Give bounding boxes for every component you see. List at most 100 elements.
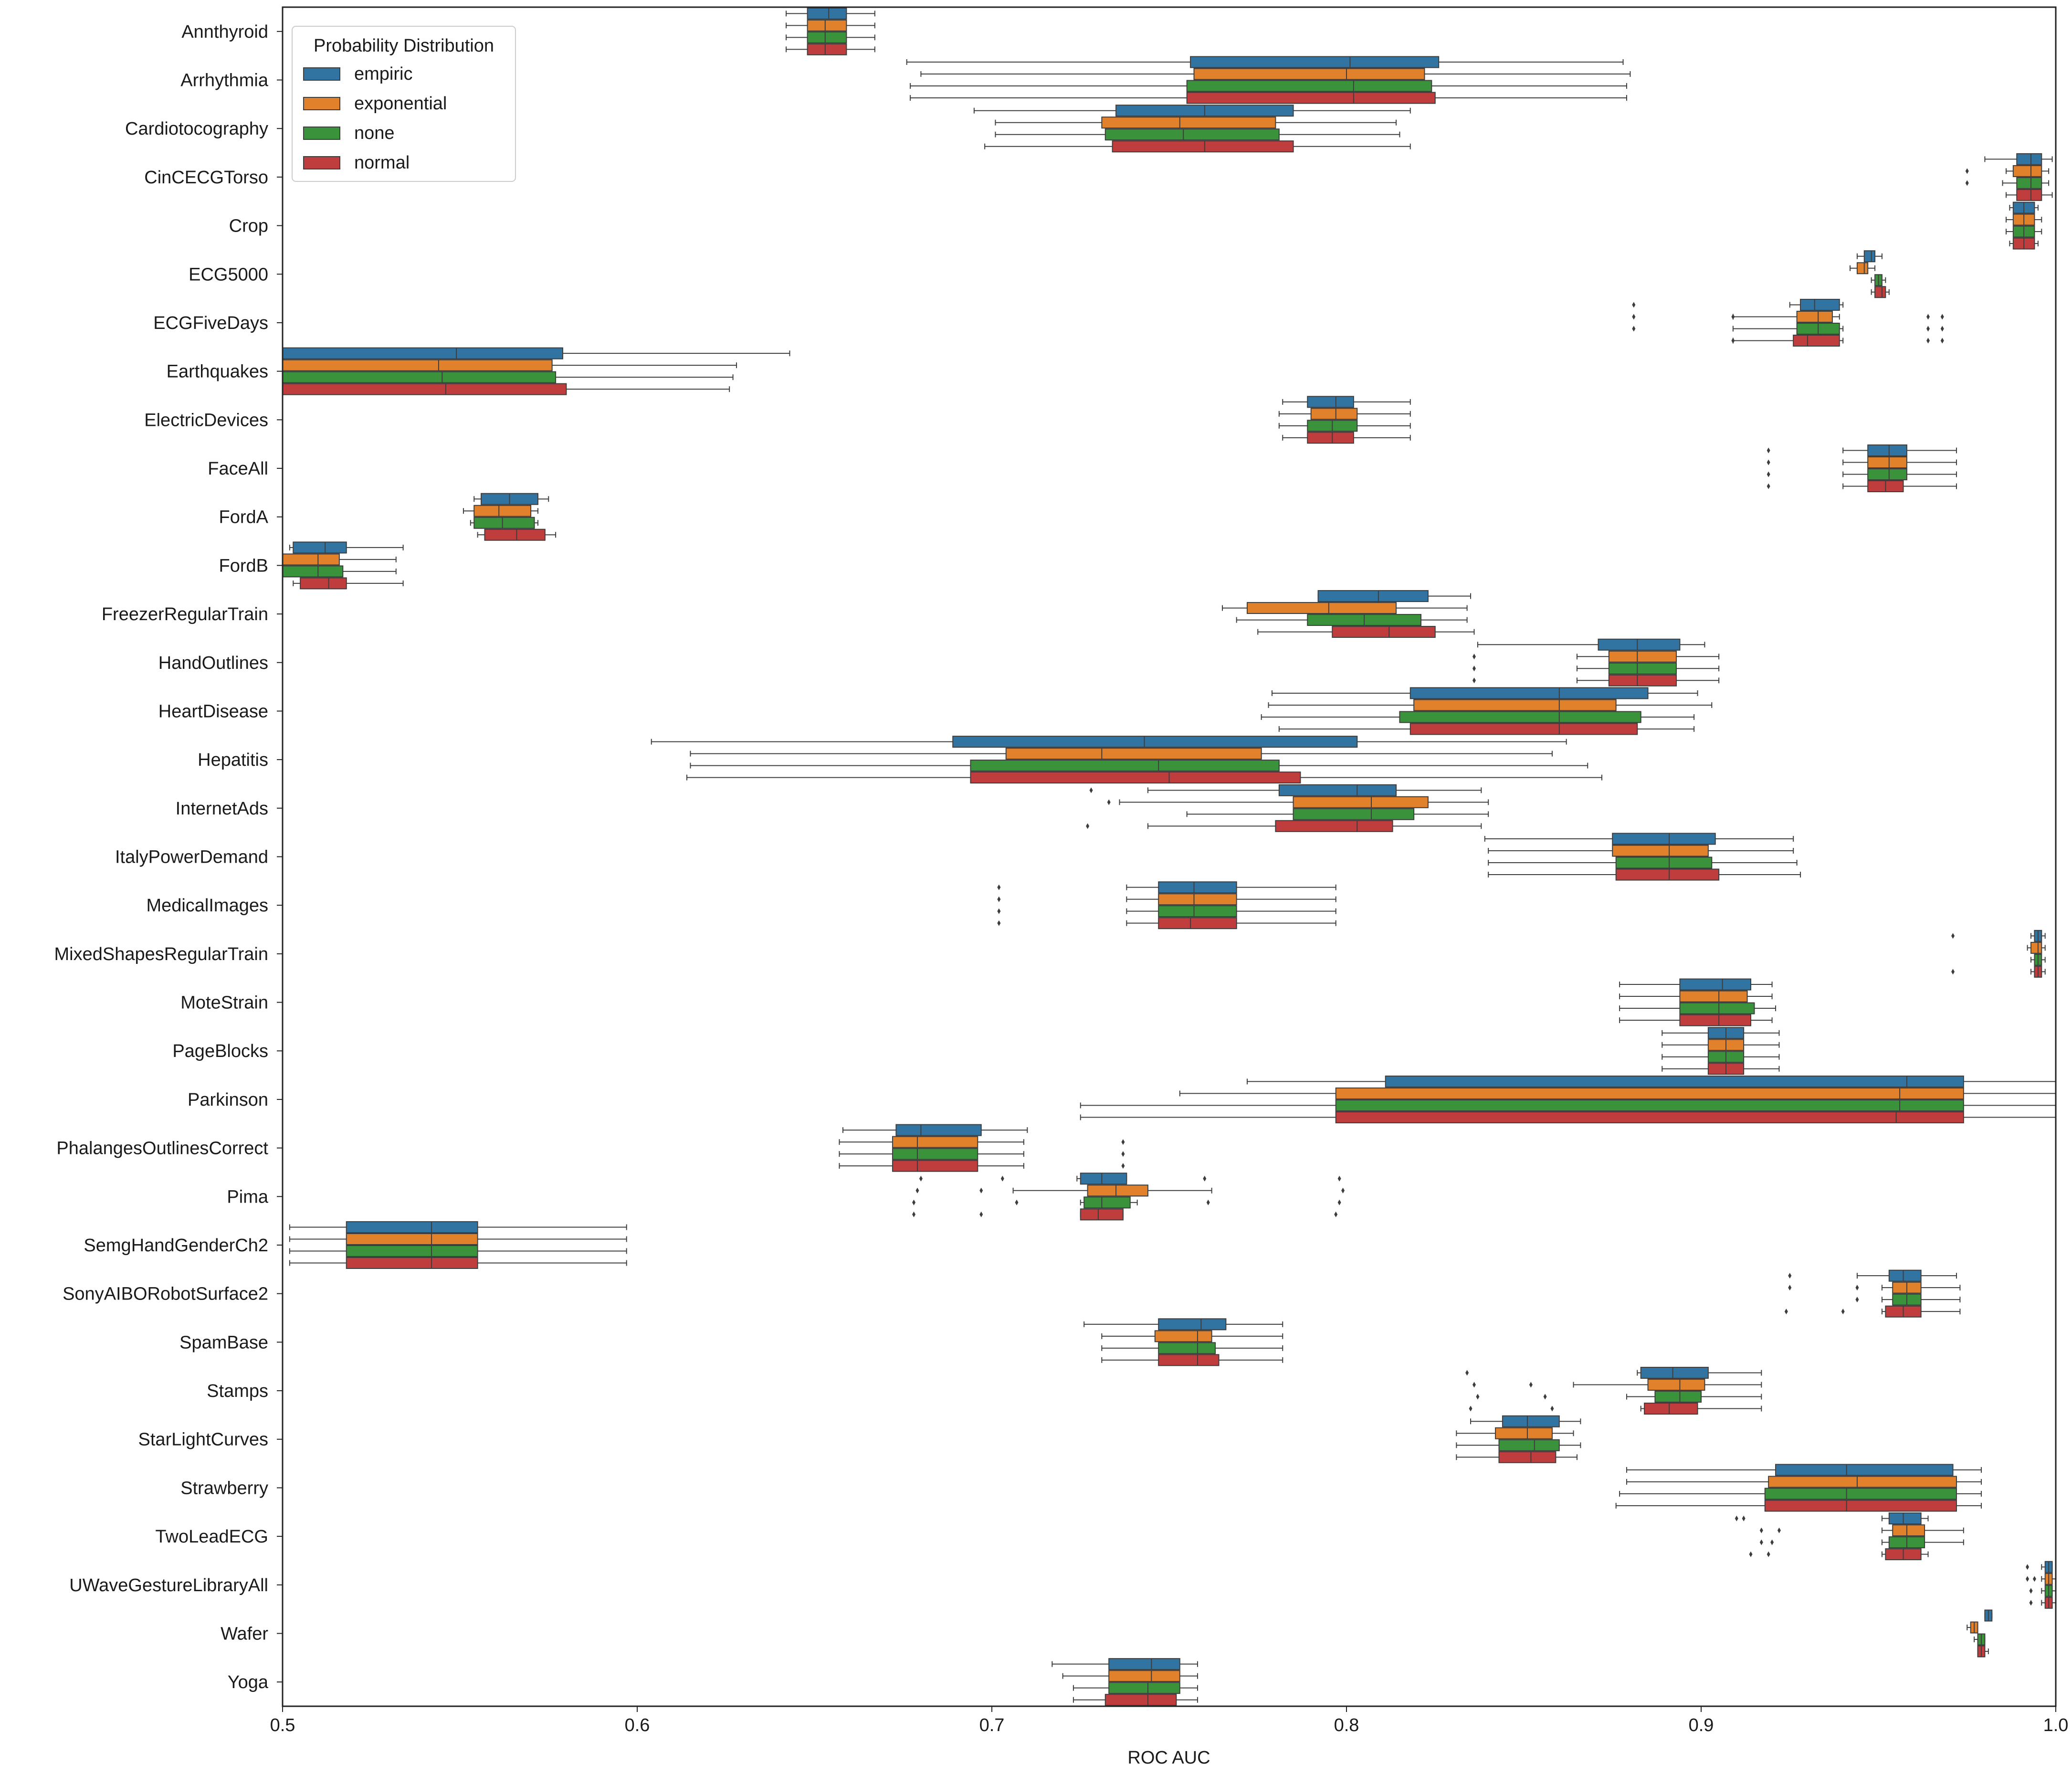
box-6-0	[1632, 298, 1844, 311]
outlier-1	[979, 1211, 983, 1217]
y-tick-label-3: CinCECGTorso	[144, 168, 268, 188]
box-15-0	[651, 736, 1567, 748]
box-21-0	[1662, 1027, 1780, 1039]
box-body	[1888, 1512, 1922, 1525]
box-20-3	[1619, 1014, 1773, 1026]
box-body	[1498, 1451, 1557, 1463]
box-body	[1608, 674, 1677, 687]
outlier-1	[1855, 1285, 1859, 1291]
box-9-1	[1767, 456, 1957, 469]
box-13-0	[1477, 638, 1705, 651]
box-18-1	[997, 893, 1336, 906]
outlier-0	[912, 1211, 916, 1217]
box-body	[1764, 1488, 1957, 1500]
box-body	[473, 517, 535, 529]
outlier-1	[1926, 326, 1930, 332]
outlier-3	[1940, 314, 1944, 320]
box-body	[1800, 298, 1840, 311]
box-body	[1615, 868, 1720, 881]
outlier-0	[1855, 1297, 1859, 1303]
y-tick-label-11: FordB	[219, 556, 268, 576]
box-body	[1246, 602, 1397, 614]
box-15-3	[686, 771, 1602, 784]
box-body	[346, 1257, 478, 1269]
outlier-0	[1965, 168, 1969, 174]
box-33-0	[1984, 1609, 1993, 1622]
box-body	[1502, 1415, 1560, 1427]
box-body	[1293, 808, 1415, 820]
y-tick-label-30: Strawberry	[180, 1478, 268, 1498]
box-body	[2012, 165, 2042, 177]
x-tick-label-5: 1.0	[2043, 1715, 2069, 1735]
box-body	[1293, 796, 1429, 808]
box-0-0	[786, 7, 875, 20]
box-8-1	[1278, 408, 1411, 420]
box-26-3	[1784, 1305, 1961, 1318]
outlier-0	[997, 896, 1001, 902]
box-30-0	[1626, 1464, 1982, 1476]
box-6-3	[1731, 334, 1944, 347]
y-tick-label-34: Yoga	[228, 1672, 269, 1692]
outlier-0	[1472, 1382, 1476, 1388]
box-body	[1104, 128, 1280, 141]
y-tick-label-25: SemgHandGenderCh2	[84, 1236, 268, 1256]
legend-title: Probability Distribution	[314, 36, 494, 56]
box-body	[1158, 881, 1237, 894]
box-29-0	[1470, 1415, 1581, 1427]
box-body	[1310, 408, 1358, 420]
box-22-2	[1080, 1099, 2056, 1111]
box-8-3	[1282, 432, 1411, 444]
box-2-1	[995, 116, 1397, 129]
box-15-2	[690, 760, 1588, 772]
outlier-0	[2026, 1564, 2030, 1570]
y-tick-label-26: SonyAIBORobotSurface2	[63, 1284, 268, 1304]
box-body	[293, 541, 347, 554]
box-body	[807, 31, 847, 43]
box-20-2	[1619, 1002, 1777, 1014]
box-17-0	[1484, 833, 1794, 845]
box-body	[484, 528, 546, 541]
outlier-0	[1731, 338, 1735, 344]
legend-frame	[292, 26, 516, 182]
legend-label-none: none	[354, 123, 395, 143]
outlier-0	[1749, 1551, 1753, 1557]
box-body	[1190, 56, 1440, 68]
box-30-3	[1615, 1500, 1982, 1512]
box-20-0	[1619, 978, 1773, 991]
box-body	[1158, 893, 1237, 906]
box-body	[1768, 1476, 1957, 1488]
box-1-0	[906, 56, 1624, 68]
outlier-2	[1334, 1211, 1338, 1217]
outlier-1	[1777, 1527, 1781, 1533]
box-33-3	[1977, 1645, 1989, 1658]
y-tick-label-32: UWaveGestureLibraryAll	[69, 1575, 268, 1595]
box-19-1	[2027, 941, 2046, 954]
box-2-0	[973, 105, 1411, 117]
outlier-1	[1926, 338, 1930, 344]
outlier-0	[1121, 1163, 1125, 1169]
box-body	[1654, 1391, 1702, 1403]
box-body	[1608, 662, 1677, 675]
x-tick-label-2: 0.7	[979, 1715, 1005, 1735]
box-13-3	[1472, 674, 1720, 687]
box-body	[1158, 905, 1237, 918]
box-9-2	[1767, 468, 1957, 481]
box-8-2	[1278, 420, 1411, 432]
box-body	[1335, 1111, 1964, 1123]
box-20-1	[1619, 990, 1773, 1003]
x-tick-label-1: 0.6	[625, 1715, 650, 1735]
box-21-2	[1662, 1051, 1780, 1063]
outlier-0	[1735, 1515, 1738, 1521]
box-29-3	[1456, 1451, 1578, 1463]
legend-swatch-empiric	[303, 67, 340, 81]
box-body	[1793, 334, 1840, 347]
box-body	[2016, 189, 2042, 201]
box-body	[1332, 626, 1436, 638]
box-body	[300, 577, 347, 590]
box-4-2	[2005, 225, 2042, 238]
box-body	[970, 760, 1280, 772]
legend-label-normal: normal	[354, 153, 410, 173]
box-body	[1867, 456, 1907, 469]
outlier-2	[1940, 326, 1944, 332]
box-1-2	[910, 80, 1627, 92]
